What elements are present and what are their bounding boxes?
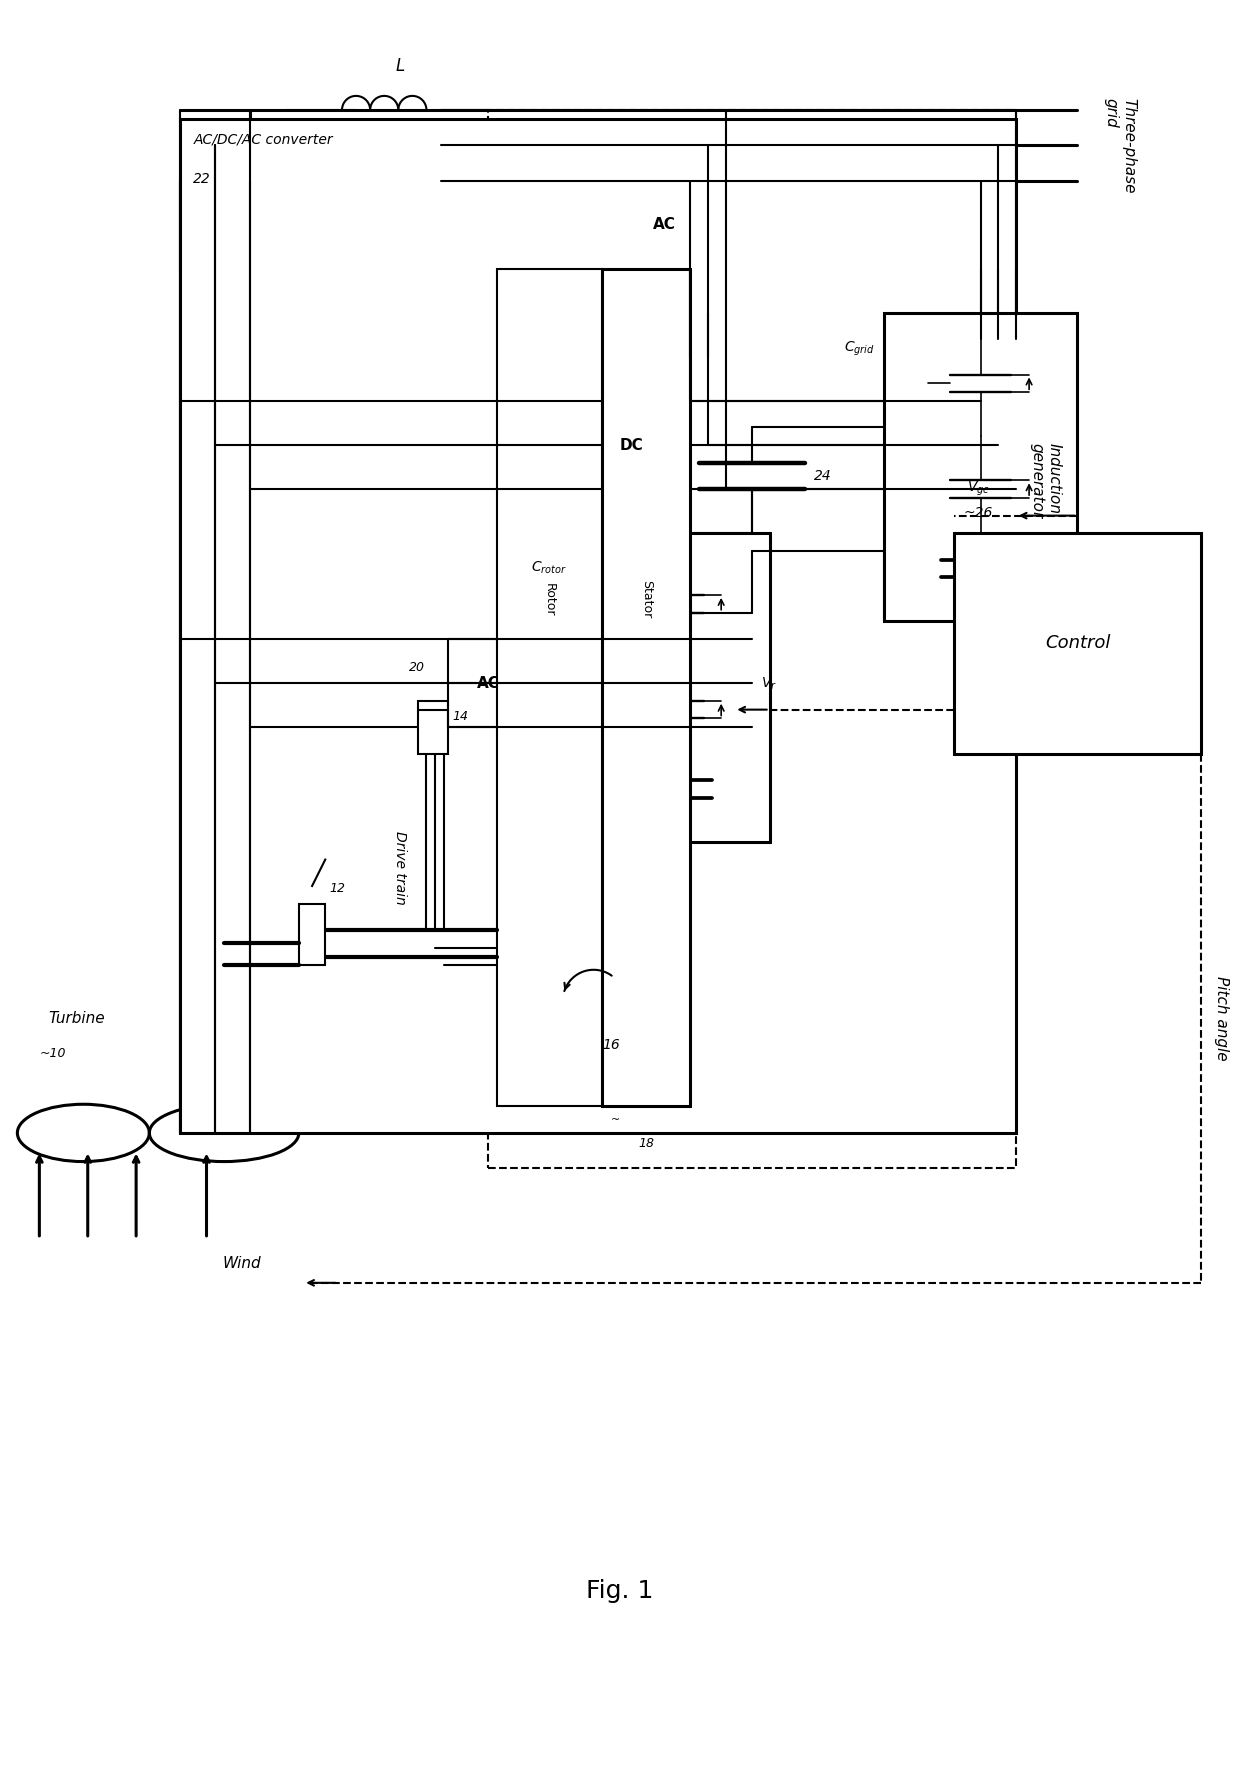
Text: Stator: Stator	[640, 579, 653, 618]
Bar	[603, 269, 691, 1106]
Text: Induction
generator: Induction generator	[1029, 443, 1061, 517]
Text: 20: 20	[409, 661, 425, 675]
Text: Fig. 1: Fig. 1	[587, 1579, 653, 1604]
Text: $C_{rotor}$: $C_{rotor}$	[531, 560, 567, 576]
Text: ~26: ~26	[963, 507, 992, 519]
Text: 16: 16	[603, 1038, 620, 1053]
Text: Three-phase
grid: Three-phase grid	[1104, 97, 1136, 193]
Text: AC: AC	[476, 675, 500, 691]
Text: Control: Control	[1045, 634, 1110, 652]
Bar	[418, 700, 449, 753]
Text: 12: 12	[330, 882, 346, 895]
Text: $V_{gc}$: $V_{gc}$	[967, 480, 990, 498]
Text: Wind: Wind	[222, 1256, 260, 1271]
Bar	[180, 119, 1016, 1132]
Text: AC: AC	[652, 218, 676, 232]
Text: Pitch angle: Pitch angle	[1214, 976, 1229, 1061]
Text: 14: 14	[453, 709, 469, 723]
Text: 18: 18	[639, 1138, 655, 1150]
Text: AC/DC/AC converter: AC/DC/AC converter	[193, 133, 334, 145]
Text: 22: 22	[193, 172, 211, 186]
Text: 24: 24	[813, 470, 831, 484]
Text: ~: ~	[611, 1115, 620, 1125]
Bar	[577, 533, 770, 842]
Bar	[489, 110, 1016, 1168]
Text: $V_r$: $V_r$	[761, 675, 776, 693]
Text: Drive train: Drive train	[393, 831, 407, 905]
Bar	[884, 314, 1078, 622]
Bar	[955, 533, 1200, 753]
Bar	[299, 904, 325, 966]
Text: L: L	[396, 57, 404, 74]
Text: DC: DC	[620, 438, 644, 452]
Bar	[497, 269, 603, 1106]
Text: Rotor: Rotor	[543, 583, 556, 617]
Text: $C_{grid}$: $C_{grid}$	[844, 338, 875, 358]
Text: ~10: ~10	[40, 1047, 66, 1060]
Text: Turbine: Turbine	[48, 1010, 104, 1026]
